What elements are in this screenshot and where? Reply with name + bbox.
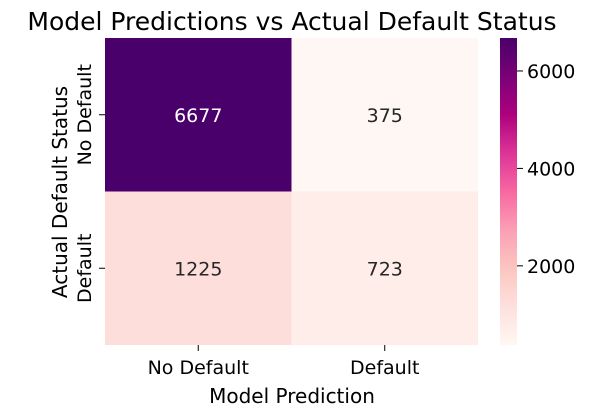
colorbar-tick-label: 4000 bbox=[527, 158, 575, 180]
chart-title: Model Predictions vs Actual Default Stat… bbox=[27, 7, 556, 36]
y-tick-label: Default bbox=[74, 234, 96, 303]
x-tick-label: No Default bbox=[148, 357, 249, 379]
y-tick-label: No Default bbox=[74, 64, 96, 165]
x-tick-label: Default bbox=[350, 357, 419, 379]
colorbar-ticks: 2000 4000 6000 bbox=[517, 61, 575, 278]
heatmap-cell bbox=[105, 38, 292, 192]
y-axis-ticks: No Default Default bbox=[74, 64, 105, 303]
heatmap-cell bbox=[291, 38, 478, 192]
colorbar-tick-label: 6000 bbox=[527, 61, 575, 83]
x-axis-label: Model Prediction bbox=[209, 384, 375, 408]
heatmap-cell bbox=[291, 191, 478, 345]
x-axis-ticks: No Default Default bbox=[148, 345, 419, 379]
heatmap-cells: 6677 375 1225 723 bbox=[105, 38, 478, 345]
colorbar bbox=[500, 38, 517, 345]
cell-value-label: 6677 bbox=[174, 105, 222, 127]
cell-value-label: 1225 bbox=[174, 258, 222, 280]
colorbar-tick-label: 2000 bbox=[527, 256, 575, 278]
cell-value-label: 723 bbox=[367, 258, 403, 280]
y-axis-label: Actual Default Status bbox=[48, 86, 72, 298]
heatmap-cell bbox=[105, 191, 292, 345]
cell-value-label: 375 bbox=[367, 105, 403, 127]
